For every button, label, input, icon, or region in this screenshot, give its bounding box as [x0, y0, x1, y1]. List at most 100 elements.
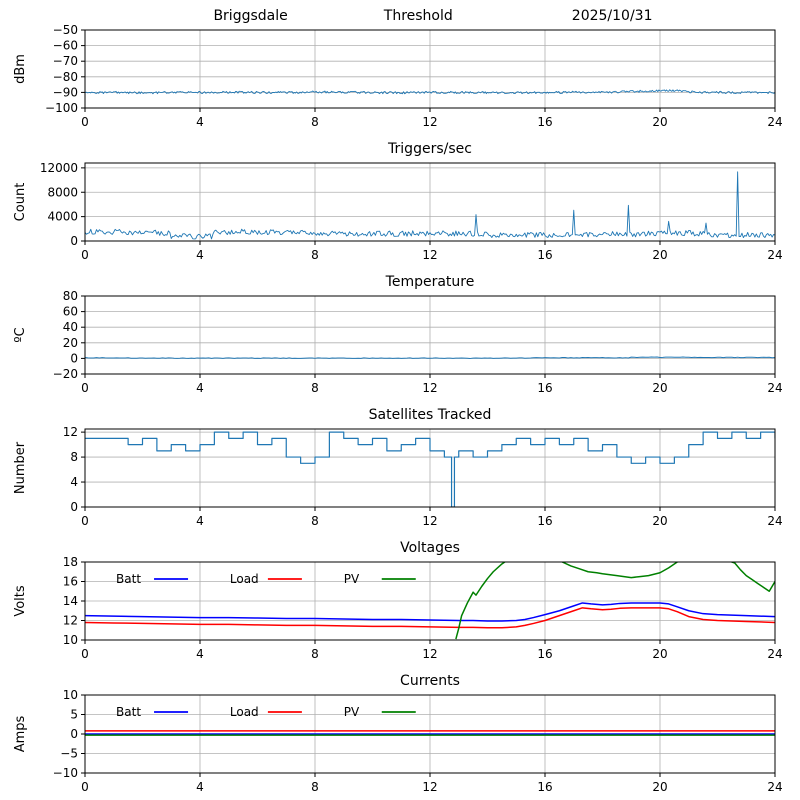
x-tick-label: 0: [81, 780, 89, 794]
y-tick-label: 0: [70, 351, 78, 365]
x-tick-label: 20: [652, 780, 667, 794]
x-tick-label: 16: [537, 780, 552, 794]
x-tick-label: 4: [196, 381, 204, 395]
chart-satellites: 0 4 8 12 16 20 24 0 4 8 12 Satellites Tracked Number: [13, 407, 783, 528]
x-tick-label: 0: [81, 115, 89, 129]
x-tick-label: 4: [196, 647, 204, 661]
y-tick-label: 10: [63, 633, 78, 647]
x-tick-label: 12: [422, 381, 437, 395]
x-tick-label: 20: [652, 115, 667, 129]
y-tick-label: 60: [63, 305, 78, 319]
series-signal-level: [85, 89, 775, 95]
y-tick-label: 8: [70, 450, 78, 464]
chart-title: 2025/10/31: [572, 8, 653, 24]
legend-label-load: Load: [230, 705, 259, 719]
x-tick-label: 20: [652, 248, 667, 262]
x-tick-label: 0: [81, 381, 89, 395]
legend-label-load: Load: [230, 572, 259, 586]
chart-title: Satellites Tracked: [369, 407, 492, 423]
x-tick-label: 4: [196, 514, 204, 528]
y-tick-label: −5: [60, 747, 78, 761]
x-tick-label: 16: [537, 248, 552, 262]
y-tick-label: 12: [63, 614, 78, 628]
chart-triggers: 0 4 8 12 16 20 24 0 4000 8000 12000 Triggers/sec Cou…: [13, 141, 783, 262]
chart-threshold: 0 4 8 12 16 20 24 −100 −90−80 −70−60 −50 Briggsdale…: [13, 8, 783, 129]
x-tick-label: 4: [196, 248, 204, 262]
y-axis-label: Count: [13, 183, 28, 222]
x-tick-label: 24: [767, 115, 782, 129]
y-tick-label: 0: [70, 727, 78, 741]
legend-label-pv: PV: [344, 705, 360, 719]
y-axis-label: ºC: [13, 327, 28, 342]
y-tick-label: 80: [63, 289, 78, 303]
x-tick-label: 24: [767, 647, 782, 661]
x-tick-label: 12: [422, 115, 437, 129]
y-tick-label: 4: [70, 475, 78, 489]
chart-title: Triggers/sec: [387, 141, 472, 157]
y-tick-label: 40: [63, 320, 78, 334]
x-tick-label: 20: [652, 381, 667, 395]
y-axis-label: Number: [13, 441, 28, 494]
x-tick-label: 24: [767, 514, 782, 528]
y-tick-label: 4000: [47, 210, 78, 224]
y-axis-label: Amps: [13, 715, 28, 752]
x-tick-label: 20: [652, 647, 667, 661]
y-axis-label: dBm: [13, 54, 28, 84]
x-tick-label: 12: [422, 514, 437, 528]
x-tick-label: 8: [311, 248, 319, 262]
chart-currents: 0 4 8 12 16 20 24 −10 −5 0 5 10 Currents Amps Batt Load…: [13, 673, 783, 794]
x-tick-label: 12: [422, 248, 437, 262]
y-tick-label: −50: [53, 23, 78, 37]
x-tick-label: 16: [537, 514, 552, 528]
chart-title: Threshold: [383, 8, 453, 24]
x-tick-label: 0: [81, 248, 89, 262]
series-batt-volts: [85, 602, 775, 622]
y-tick-label: −60: [53, 39, 78, 53]
y-tick-label: 12: [63, 425, 78, 439]
y-tick-label: 5: [70, 708, 78, 722]
y-tick-label: −100: [45, 101, 78, 115]
x-tick-label: 24: [767, 780, 782, 794]
x-tick-label: 20: [652, 514, 667, 528]
y-tick-label: −20: [53, 367, 78, 381]
y-tick-label: 10: [63, 688, 78, 702]
x-tick-label: 4: [196, 780, 204, 794]
y-tick-label: 0: [70, 500, 78, 514]
x-tick-label: 16: [537, 115, 552, 129]
x-tick-label: 8: [311, 514, 319, 528]
x-tick-label: 0: [81, 514, 89, 528]
series-temperature: [85, 356, 775, 359]
y-tick-label: 12000: [40, 161, 78, 175]
legend-label-pv: PV: [344, 572, 360, 586]
y-tick-label: 20: [63, 336, 78, 350]
series-pv-volts: [455, 562, 775, 640]
y-tick-label: −10: [53, 766, 78, 780]
x-tick-label: 8: [311, 780, 319, 794]
x-tick-label: 12: [422, 647, 437, 661]
y-tick-label: 18: [63, 555, 78, 569]
series-satellites-tracked: [85, 431, 775, 507]
chart-title: Briggsdale: [213, 8, 287, 24]
y-tick-label: −70: [53, 54, 78, 68]
chart-title: Currents: [400, 673, 460, 689]
y-tick-label: 14: [63, 594, 78, 608]
legend-label-batt: Batt: [116, 705, 141, 719]
y-axis-label: Volts: [13, 585, 28, 617]
y-tick-label: −90: [53, 85, 78, 99]
x-tick-label: 0: [81, 647, 89, 661]
chart-title: Temperature: [385, 274, 475, 290]
x-tick-label: 24: [767, 381, 782, 395]
chart-title: Voltages: [400, 540, 460, 556]
x-tick-label: 8: [311, 115, 319, 129]
x-tick-label: 16: [537, 381, 552, 395]
y-tick-label: 0: [70, 234, 78, 248]
y-tick-label: 8000: [47, 185, 78, 199]
x-tick-label: 4: [196, 115, 204, 129]
legend-label-batt: Batt: [116, 572, 141, 586]
series-trigger-rate: [85, 171, 775, 240]
x-tick-label: 24: [767, 248, 782, 262]
series-load-volts: [85, 607, 775, 629]
